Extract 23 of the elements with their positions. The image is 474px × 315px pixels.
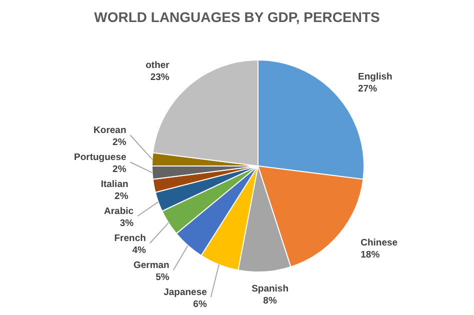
data-label: 6% — [193, 299, 208, 310]
data-label: 23% — [150, 72, 170, 83]
slice-label: German — [133, 260, 170, 272]
slice-label: Korean — [94, 125, 126, 136]
data-label: 18% — [360, 250, 380, 261]
slice-label: Spanish — [252, 284, 289, 295]
data-label: 5% — [156, 272, 170, 284]
slice-label: other — [146, 60, 170, 71]
slice-label: Arabic — [104, 206, 134, 218]
slice-label: Japanese — [164, 287, 207, 298]
slice-label: Italian — [100, 179, 128, 190]
data-label: 8% — [263, 296, 278, 307]
data-label: 27% — [358, 83, 378, 94]
data-label: 2% — [112, 164, 127, 176]
slice-label: English — [358, 71, 393, 82]
slice-label: French — [114, 233, 146, 244]
data-label: 3% — [120, 218, 134, 230]
slice-label: Portuguese — [74, 152, 126, 164]
data-label: 4% — [132, 245, 146, 256]
data-label: 2% — [112, 137, 127, 148]
slice-label: Chinese — [360, 238, 398, 249]
data-label: 2% — [114, 191, 129, 202]
chart-title: WORLD LANGUAGES BY GDP, PERCENTS — [94, 9, 380, 25]
